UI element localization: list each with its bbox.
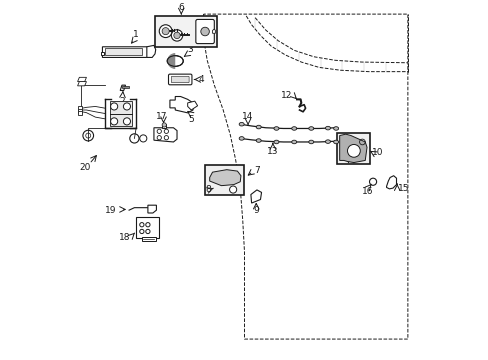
Polygon shape [105, 48, 141, 55]
Polygon shape [162, 124, 166, 128]
Polygon shape [212, 29, 215, 33]
Circle shape [201, 27, 209, 36]
Polygon shape [101, 52, 104, 55]
Ellipse shape [333, 140, 338, 144]
Circle shape [171, 30, 183, 41]
Ellipse shape [273, 140, 278, 144]
Ellipse shape [333, 127, 338, 130]
Text: 6: 6 [178, 3, 184, 12]
Text: 17: 17 [156, 112, 167, 121]
Circle shape [123, 118, 130, 125]
Polygon shape [78, 111, 81, 115]
Text: 7: 7 [254, 166, 260, 175]
Circle shape [347, 144, 360, 157]
FancyBboxPatch shape [195, 19, 214, 44]
Text: 10: 10 [371, 148, 383, 157]
Ellipse shape [325, 126, 330, 130]
Polygon shape [141, 237, 155, 242]
Polygon shape [122, 86, 129, 88]
Text: 4: 4 [198, 75, 203, 84]
Polygon shape [154, 128, 177, 142]
Polygon shape [169, 96, 193, 113]
Polygon shape [102, 47, 152, 58]
Circle shape [110, 118, 118, 125]
Ellipse shape [308, 127, 313, 130]
Ellipse shape [256, 139, 261, 142]
Text: 11: 11 [346, 154, 355, 163]
Circle shape [159, 25, 172, 37]
Text: 13: 13 [266, 147, 278, 156]
Text: 2: 2 [119, 96, 124, 105]
Polygon shape [109, 101, 131, 126]
FancyBboxPatch shape [336, 133, 369, 164]
Ellipse shape [273, 127, 278, 130]
Text: 12: 12 [281, 91, 292, 100]
FancyBboxPatch shape [136, 217, 159, 238]
Polygon shape [147, 205, 156, 213]
FancyBboxPatch shape [205, 165, 244, 195]
Text: 8: 8 [205, 185, 211, 194]
Text: 1: 1 [132, 30, 138, 39]
Circle shape [229, 186, 236, 193]
Polygon shape [209, 170, 241, 186]
Polygon shape [78, 106, 81, 111]
Polygon shape [386, 176, 396, 189]
Circle shape [162, 28, 169, 35]
Polygon shape [78, 109, 81, 113]
Text: 3: 3 [187, 45, 193, 54]
Polygon shape [339, 134, 366, 163]
Text: 14: 14 [242, 112, 253, 121]
Polygon shape [187, 101, 197, 110]
Circle shape [369, 178, 376, 185]
Circle shape [123, 103, 130, 110]
Circle shape [162, 123, 166, 127]
Polygon shape [78, 82, 86, 86]
Ellipse shape [308, 140, 313, 144]
Ellipse shape [167, 56, 183, 66]
Text: 5: 5 [188, 114, 194, 123]
FancyBboxPatch shape [168, 74, 192, 85]
Text: 18: 18 [119, 233, 130, 242]
FancyBboxPatch shape [155, 15, 217, 47]
Polygon shape [250, 190, 261, 203]
Ellipse shape [325, 140, 330, 143]
Text: 9: 9 [253, 206, 259, 215]
Polygon shape [120, 85, 125, 90]
Ellipse shape [239, 137, 244, 140]
Circle shape [173, 32, 180, 39]
Ellipse shape [239, 122, 244, 126]
Text: 16: 16 [362, 188, 373, 197]
Text: 15: 15 [397, 184, 408, 193]
Text: 20: 20 [80, 163, 91, 172]
FancyBboxPatch shape [171, 76, 189, 83]
Wedge shape [167, 53, 175, 69]
Text: 19: 19 [105, 206, 117, 215]
Polygon shape [146, 45, 155, 58]
Ellipse shape [291, 140, 296, 144]
Circle shape [110, 103, 118, 110]
Ellipse shape [256, 125, 261, 129]
Polygon shape [78, 77, 86, 82]
Ellipse shape [291, 127, 296, 130]
